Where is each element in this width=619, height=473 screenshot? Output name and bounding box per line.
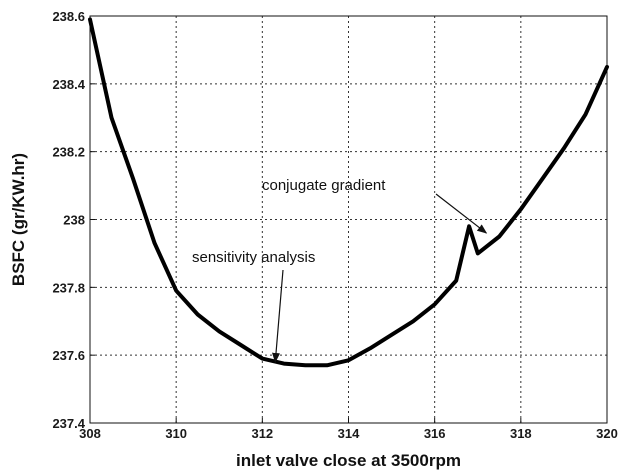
x-axis-label: inlet valve close at 3500rpm [236, 451, 461, 470]
y-tick-label: 237.6 [52, 348, 85, 363]
annotations: conjugate gradient sensitivity analysis [192, 177, 488, 363]
x-tick-label: 316 [424, 426, 446, 441]
x-tick-label: 314 [338, 426, 360, 441]
x-tick-label: 318 [510, 426, 532, 441]
series-line [88, 17, 609, 368]
y-tick-label: 238 [63, 213, 85, 228]
y-tick-label: 238.6 [52, 9, 85, 24]
y-tick-label: 238.2 [52, 145, 85, 160]
x-tick-label: 320 [596, 426, 618, 441]
annotation-arrow [435, 193, 488, 234]
annotation-label: conjugate gradient [262, 177, 386, 194]
y-axis-ticks: 237.4 237.6 237.8 238 238.2 238.4 238.6 [52, 9, 95, 431]
y-tick-label: 237.8 [52, 280, 85, 295]
x-tick-label: 308 [79, 426, 101, 441]
x-axis-ticks: 308 310 312 314 316 318 320 [79, 418, 618, 441]
y-axis-label: BSFC (gr/KW.hr) [9, 153, 28, 286]
x-tick-label: 312 [251, 426, 273, 441]
y-tick-label: 238.4 [52, 77, 85, 92]
x-tick-label: 310 [165, 426, 187, 441]
y-tick-label: 237.4 [52, 416, 85, 431]
annotation-label: sensitivity analysis [192, 249, 315, 266]
annotation-arrow [272, 269, 284, 363]
